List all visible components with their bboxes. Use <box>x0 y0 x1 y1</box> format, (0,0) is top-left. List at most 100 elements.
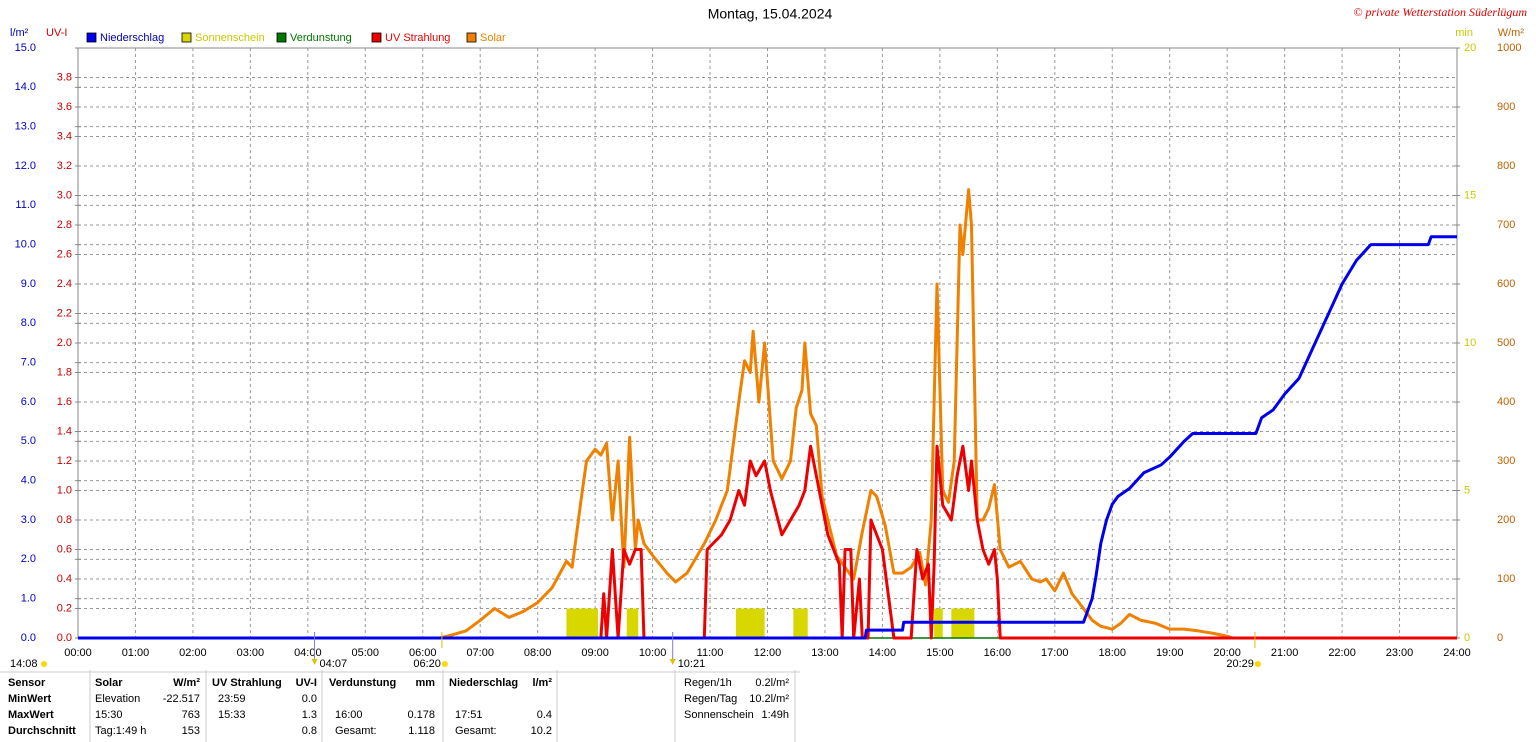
stats-unit: mm <box>415 677 435 689</box>
stats-row-label: Sensor <box>8 677 46 689</box>
sun-marker <box>1254 661 1261 667</box>
y-tick-label: 400 <box>1497 396 1515 408</box>
y-tick-label: 0.2 <box>57 602 72 614</box>
x-tick-label: 10:00 <box>639 647 667 659</box>
summary-label: Regen/1h <box>684 677 732 689</box>
stats-label: 17:51 <box>455 709 483 721</box>
annotation: 04:07 <box>320 658 348 670</box>
y-tick-label: 600 <box>1497 278 1515 290</box>
summary-value: 10.2l/m² <box>749 693 789 705</box>
stats-value: 10.2 <box>531 725 552 737</box>
x-tick-label: 00:00 <box>64 647 92 659</box>
stats-value: 0.8 <box>302 725 317 737</box>
y-tick-label: 2.8 <box>57 219 72 231</box>
legend-label: Verdunstung <box>290 32 352 44</box>
y-tick-label: 900 <box>1497 101 1515 113</box>
x-tick-label: 24:00 <box>1443 647 1471 659</box>
y-tick-label: 13.0 <box>15 121 36 133</box>
y-tick-label: 10.0 <box>15 239 36 251</box>
x-tick-label: 15:00 <box>926 647 954 659</box>
stats-label: 15:30 <box>95 709 123 721</box>
y-tick-label: 1.4 <box>57 425 72 437</box>
x-tick-label: 11:00 <box>697 647 724 659</box>
sunshine-bar <box>566 608 598 638</box>
x-tick-label: 06:00 <box>409 647 437 659</box>
y-tick-label: 10 <box>1464 337 1476 349</box>
y-tick-label: 14.0 <box>15 81 36 93</box>
y-tick-label: 3.6 <box>57 101 72 113</box>
y-tick-label: 20 <box>1464 42 1476 54</box>
x-tick-label: 04:00 <box>294 647 322 659</box>
y-tick-label: 2.6 <box>57 248 72 260</box>
daylength: 14:08 <box>10 658 38 670</box>
y-tick-label: 3.2 <box>57 160 72 172</box>
stats-value: -22.517 <box>163 693 200 705</box>
y-tick-label: 0.8 <box>57 514 72 526</box>
x-tick-label: 18:00 <box>1098 647 1126 659</box>
y-tick-label: 12.0 <box>15 160 36 172</box>
legend-swatch <box>181 32 192 43</box>
y-tick-label: 0 <box>1497 632 1503 644</box>
y-tick-label: 8.0 <box>21 317 36 329</box>
annotation: 20:29 <box>1226 658 1254 670</box>
legend-label: Niederschlag <box>100 32 164 44</box>
y-tick-label: 1.0 <box>57 484 72 496</box>
x-tick-label: 21:00 <box>1271 647 1299 659</box>
y-tick-label: 1.0 <box>21 593 36 605</box>
y-tick-label: 300 <box>1497 455 1515 467</box>
y-tick-label: 1.2 <box>57 455 72 467</box>
x-tick-label: 03:00 <box>237 647 265 659</box>
y-tick-label: 3.0 <box>57 189 72 201</box>
summary-value: 1:49h <box>761 709 789 721</box>
stats-row-label: Durchschnitt <box>8 725 76 737</box>
y-tick-label: 11.0 <box>15 199 36 211</box>
stats-label: Tag:1:49 h <box>95 725 146 737</box>
x-tick-label: 12:00 <box>754 647 782 659</box>
credit: © private Wetterstation Süderlügum <box>1353 5 1527 19</box>
x-tick-label: 16:00 <box>984 647 1012 659</box>
stats-row-label: MaxWert <box>8 709 54 721</box>
stats-header: Solar <box>95 677 123 689</box>
x-tick-label: 23:00 <box>1386 647 1414 659</box>
y-tick-label: 500 <box>1497 337 1515 349</box>
y-tick-label: 6.0 <box>21 396 36 408</box>
stats-label: 23:59 <box>218 693 246 705</box>
event-marker <box>669 659 676 665</box>
stats-header: Niederschlag <box>449 677 518 689</box>
stats-label: Gesamt: <box>335 725 377 737</box>
y-tick-label: 1.8 <box>57 366 72 378</box>
y-tick-label: 2.2 <box>57 307 72 319</box>
stats-header: UV Strahlung <box>212 677 282 689</box>
stats-label: Elevation <box>95 693 140 705</box>
y-tick-label: 0.0 <box>21 632 36 644</box>
legend-label: UV Strahlung <box>385 32 450 44</box>
annotation: 10:21 <box>678 658 706 670</box>
stats-row-label: MinWert <box>8 693 52 705</box>
y-tick-label: 0.6 <box>57 543 72 555</box>
stats-label: 16:00 <box>335 709 363 721</box>
stats-unit: W/m² <box>173 677 200 689</box>
annotation: 06:20 <box>413 658 441 670</box>
x-tick-label: 13:00 <box>811 647 839 659</box>
stats-value: 763 <box>182 709 200 721</box>
y-tick-label: 4.0 <box>21 475 36 487</box>
y-tick-label: 1000 <box>1497 42 1521 54</box>
y-tick-label: 700 <box>1497 219 1515 231</box>
stats-header: Verdunstung <box>329 677 396 689</box>
y-tick-label: 9.0 <box>21 278 36 290</box>
y-tick-label: 100 <box>1497 573 1515 585</box>
stats-unit: UV-I <box>296 677 317 689</box>
axis-unit: l/m² <box>10 27 29 39</box>
y-tick-label: 7.0 <box>21 357 36 369</box>
x-tick-label: 07:00 <box>466 647 494 659</box>
summary-value: 0.2l/m² <box>755 677 789 689</box>
grid <box>77 47 1458 639</box>
event-marker <box>311 659 318 665</box>
legend-swatch <box>371 32 382 43</box>
stats-value: 0.4 <box>537 709 552 721</box>
legend-label: Solar <box>480 32 506 44</box>
x-tick-label: 20:00 <box>1213 647 1241 659</box>
summary-label: Regen/Tag <box>684 693 737 705</box>
x-tick-label: 09:00 <box>581 647 609 659</box>
